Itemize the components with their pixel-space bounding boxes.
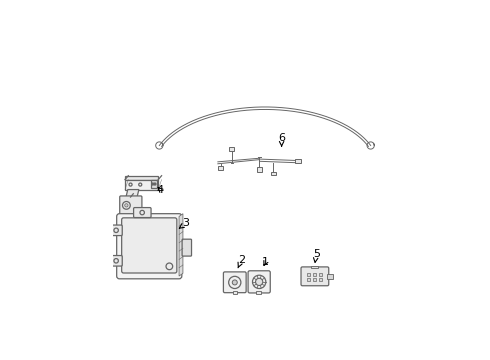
Polygon shape [125,180,158,190]
Bar [151,180,157,188]
FancyBboxPatch shape [248,271,270,293]
FancyBboxPatch shape [109,225,122,235]
Text: 2: 2 [238,255,245,268]
Bar [319,278,322,281]
Polygon shape [125,176,158,180]
FancyBboxPatch shape [122,218,177,273]
Bar [257,167,262,172]
FancyBboxPatch shape [120,196,142,215]
Bar [229,148,235,151]
Circle shape [154,183,156,185]
Text: 3: 3 [179,219,190,228]
Bar [313,278,316,281]
Circle shape [152,183,154,185]
Text: 5: 5 [313,249,320,262]
FancyBboxPatch shape [117,214,182,279]
Circle shape [256,278,263,285]
Polygon shape [125,190,139,201]
Bar [256,291,261,293]
Bar [327,274,334,279]
Text: 1: 1 [262,257,270,267]
Polygon shape [179,214,183,276]
Text: 6: 6 [278,133,285,146]
Circle shape [125,204,128,207]
Bar [307,278,310,281]
FancyBboxPatch shape [182,239,192,256]
Circle shape [232,280,237,285]
Bar [295,159,301,163]
Bar [270,172,276,175]
Bar [218,166,223,170]
FancyBboxPatch shape [301,267,329,286]
Bar [313,273,316,276]
Bar [233,291,237,293]
Text: 4: 4 [157,185,164,194]
FancyBboxPatch shape [223,272,246,293]
Bar [311,266,318,268]
Bar [307,273,310,276]
FancyBboxPatch shape [134,208,151,217]
FancyBboxPatch shape [109,256,122,266]
Bar [319,273,322,276]
